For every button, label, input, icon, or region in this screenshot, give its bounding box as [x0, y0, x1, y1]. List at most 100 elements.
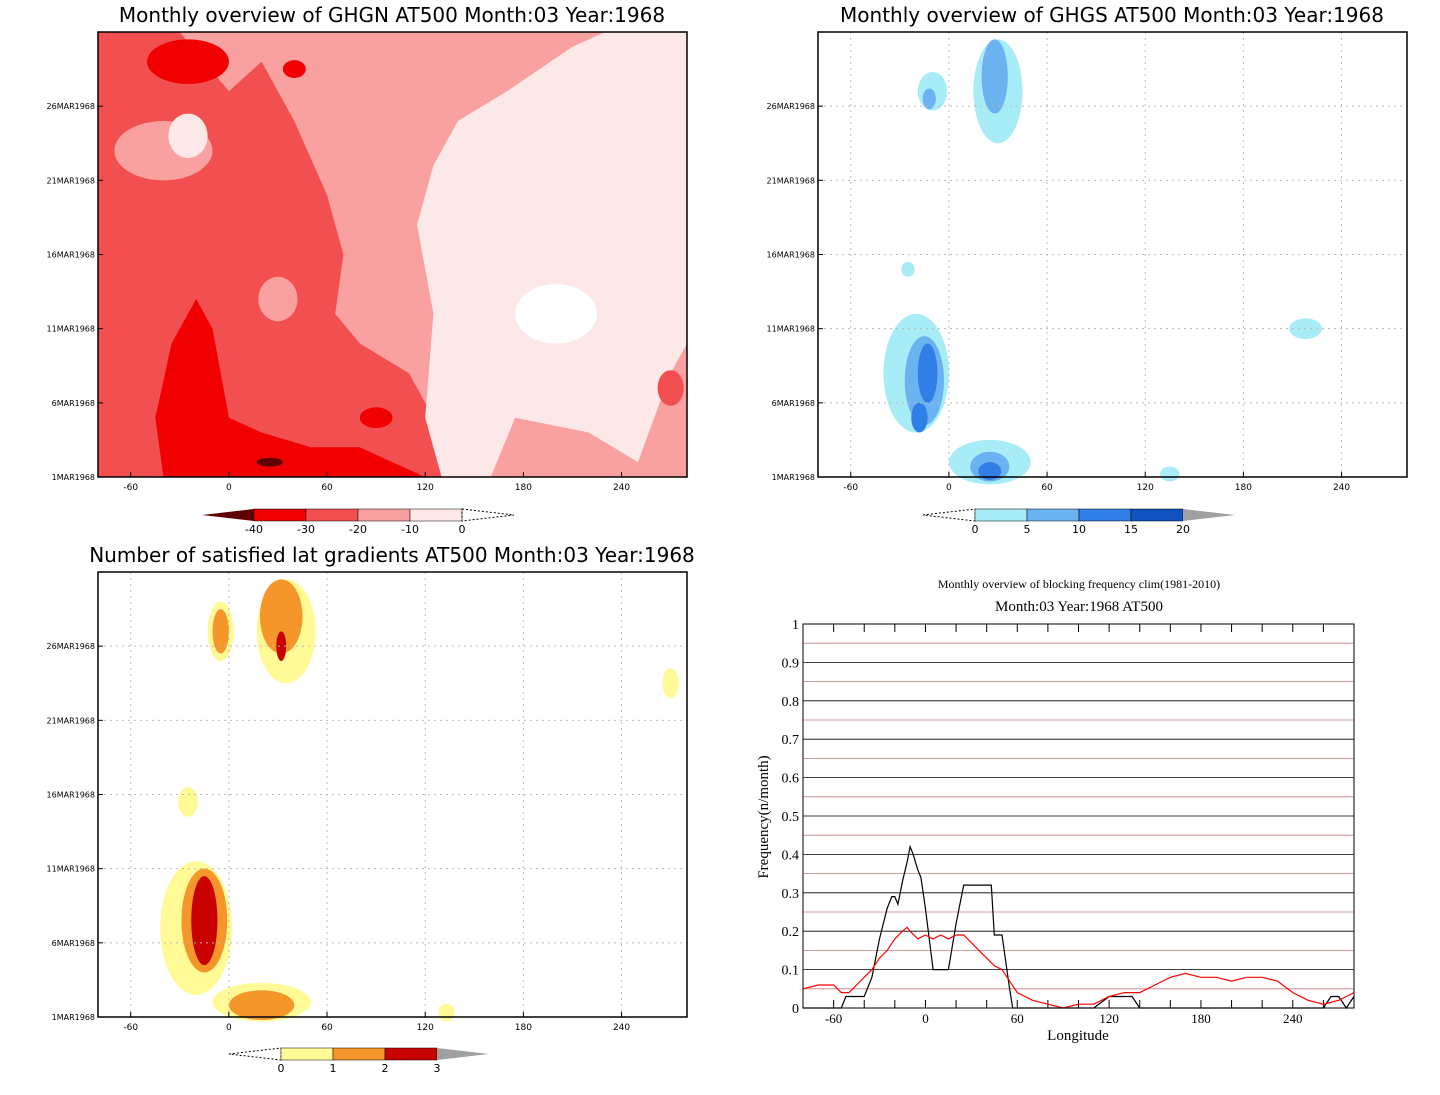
x-tick-label: 180 — [1235, 483, 1252, 493]
x-tick-label: 240 — [613, 1023, 630, 1033]
colorbar-right-arrow — [1183, 509, 1235, 521]
x-tick-label: -60 — [123, 1023, 138, 1033]
x-tick-label: 120 — [1137, 483, 1154, 493]
ghgs-blob — [978, 462, 1002, 480]
freq-x-tick-label: 60 — [1011, 1011, 1024, 1026]
ghgs-title: Monthly overview of GHGS AT500 Month:03 … — [840, 3, 1384, 27]
colorbar-swatch — [974, 508, 1028, 522]
freq-svg: Monthly overview of blocking frequency c… — [756, 577, 1355, 1044]
freq-xlabel: Longitude — [1047, 1028, 1109, 1044]
freq-x-tick-label: 180 — [1191, 1011, 1211, 1026]
y-tick-label: 26MAR1968 — [47, 642, 95, 651]
colorbar-tick-label: 2 — [382, 1062, 389, 1075]
x-tick-label: -60 — [123, 483, 138, 493]
freq-y-tick-label: 0.9 — [782, 656, 800, 671]
y-tick-label: 26MAR1968 — [47, 102, 95, 111]
ghgn-region-30 — [155, 299, 426, 477]
y-tick-label: 6MAR1968 — [772, 399, 815, 408]
freq-series-red-line — [802, 926, 1355, 1009]
x-tick-label: 120 — [417, 483, 434, 493]
gradients-blob — [178, 787, 198, 817]
x-tick-label: 240 — [1333, 483, 1350, 493]
colorbar-right-arrow — [437, 1048, 489, 1060]
freq-y-tick-label: 1 — [792, 618, 799, 633]
freq-y-tick-label: 0.2 — [782, 925, 800, 940]
gradients-blob — [438, 1003, 455, 1022]
gradients-title: Number of satisfied lat gradients AT500 … — [89, 543, 695, 567]
freq-x-tick-label: 120 — [1099, 1011, 1119, 1026]
y-tick-label: 16MAR1968 — [47, 791, 95, 800]
ghgn-y-ticks: 1MAR1968 6MAR1968 11MAR1968 16MAR1968 21MAR1… — [47, 102, 103, 482]
freq-y-tick-label: 0 — [792, 1002, 799, 1017]
x-tick-label: 180 — [515, 1023, 532, 1033]
ghgs-panel: Monthly overview of GHGS AT500 Month:03 … — [720, 0, 1440, 545]
ghgs-x-ticks: -60 0 60 120 180 240 — [843, 472, 1350, 493]
x-tick-label: 60 — [1041, 483, 1053, 493]
colorbar-swatch — [1130, 508, 1184, 522]
colorbar-swatch — [253, 508, 307, 522]
colorbar-swatch — [280, 1047, 334, 1061]
colorbar-tick-label: 0 — [459, 523, 466, 536]
y-tick-label: 16MAR1968 — [47, 251, 95, 260]
colorbar-swatch — [332, 1047, 386, 1061]
ghgn-colorbar: -40 -30 -20 -10 0 — [202, 508, 515, 536]
colorbar-tick-label: -20 — [349, 523, 367, 536]
ghgn-blob — [147, 39, 229, 84]
colorbar-left-arrow — [202, 509, 254, 521]
x-tick-label: -60 — [843, 483, 858, 493]
freq-x-tick-label: 240 — [1283, 1011, 1303, 1026]
gradients-blob — [228, 990, 295, 1020]
colorbar-tick-label: -40 — [245, 523, 263, 536]
y-tick-label: 11MAR1968 — [47, 325, 95, 334]
freq-y-tick-label: 0.3 — [782, 887, 800, 902]
colorbar-left-arrow — [922, 508, 976, 522]
colorbar-tick-label: 1 — [330, 1062, 337, 1075]
colorbar-tick-label: -30 — [297, 523, 315, 536]
ghgn-title: Monthly overview of GHGN AT500 Month:03 … — [119, 3, 665, 27]
freq-y-tick-label: 0.8 — [782, 695, 800, 710]
ghgn-blob — [657, 370, 684, 406]
freq-y-tick-label: 0.1 — [782, 964, 800, 979]
colorbar-right-arrow — [461, 508, 515, 522]
colorbar-tick-label: 10 — [1072, 523, 1086, 536]
gradients-colorbar: 0 1 2 3 — [228, 1047, 489, 1075]
ghgs-y-ticks: 1MAR1968 6MAR1968 11MAR1968 16MAR1968 21MAR1… — [767, 102, 823, 482]
gradients-blob — [259, 579, 303, 654]
ghgn-blob — [168, 113, 208, 159]
gradients-blob — [191, 876, 218, 966]
ghgn-x-ticks: -60 0 60 120 180 240 — [123, 472, 630, 493]
colorbar-tick-label: 20 — [1176, 523, 1190, 536]
ghgn-blob — [163, 180, 262, 255]
x-tick-label: 180 — [515, 483, 532, 493]
colorbar-tick-label: -10 — [401, 523, 419, 536]
ghgn-svg: Monthly overview of GHGN AT500 Month:03 … — [47, 3, 688, 536]
colorbar-tick-label: 0 — [278, 1062, 285, 1075]
freq-y-tick-label: 0.5 — [782, 810, 800, 825]
ghgs-blob — [922, 88, 936, 110]
x-tick-label: 120 — [417, 1023, 434, 1033]
freq-x-tick-label: 0 — [922, 1011, 929, 1026]
gradients-field — [160, 579, 679, 1022]
gradients-blob — [212, 609, 229, 654]
colorbar-swatch — [384, 1047, 438, 1061]
x-tick-label: 240 — [613, 483, 630, 493]
freq-title: Monthly overview of blocking frequency c… — [938, 577, 1220, 591]
colorbar-tick-label: 15 — [1124, 523, 1138, 536]
y-tick-label: 21MAR1968 — [47, 716, 95, 725]
colorbar-swatch — [1026, 508, 1080, 522]
y-tick-label: 11MAR1968 — [47, 865, 95, 874]
y-tick-label: 16MAR1968 — [767, 251, 815, 260]
x-tick-label: 60 — [321, 1023, 333, 1033]
freq-y-tick-label: 0.7 — [782, 733, 800, 748]
x-tick-label: 60 — [321, 483, 333, 493]
ghgn-blob — [515, 284, 598, 344]
y-tick-label: 6MAR1968 — [52, 399, 95, 408]
ghgn-blob — [282, 60, 306, 78]
ghgn-region-10 — [490, 343, 687, 477]
freq-panel: Monthly overview of blocking frequency c… — [720, 560, 1440, 1091]
freq-series-black-line — [803, 844, 1355, 1010]
gradients-blob — [276, 631, 287, 661]
freq-y-tick-label: 0.4 — [782, 848, 800, 863]
colorbar-tick-label: 5 — [1024, 523, 1031, 536]
gradients-y-ticks: 1MAR1968 6MAR1968 11MAR1968 16MAR1968 21MAR1… — [47, 642, 103, 1022]
